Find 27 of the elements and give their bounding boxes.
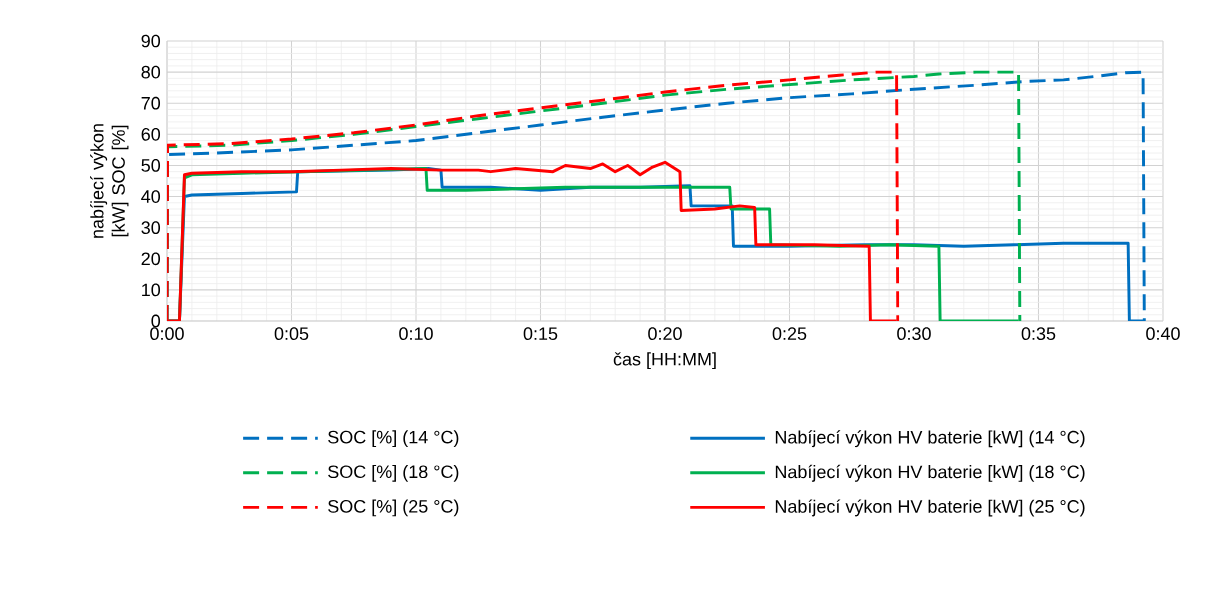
y-tick-label: 90: [141, 34, 161, 48]
y-tick-label: 0: [151, 314, 161, 328]
legend-label: Nabíjecí výkon HV baterie [kW] (25 °C): [775, 499, 1085, 517]
y-tick-label: 50: [141, 159, 161, 172]
x-tick-label: 0:20: [648, 327, 682, 340]
x-axis-title: čas [HH:MM]: [613, 352, 716, 370]
legend-label: SOC [%] (25 °C): [328, 499, 459, 517]
y-axis-title: nabíjecí výkon [kW] SOC [%]: [90, 124, 129, 238]
x-tick-label: 0:35: [1021, 327, 1056, 340]
x-tick-label: 0:25: [772, 327, 807, 340]
x-tick-label: 0:00: [150, 327, 184, 340]
y-tick-label: 80: [141, 65, 161, 79]
legend-label: Nabíjecí výkon HV baterie [kW] (18 °C): [775, 464, 1085, 482]
y-tick-label: 60: [141, 127, 161, 141]
x-tick-label: 0:15: [523, 327, 558, 340]
x-tick-label: 0:05: [274, 327, 309, 340]
legend-label: SOC [%] (18 °C): [328, 464, 459, 482]
y-tick-label: 20: [141, 252, 161, 266]
x-tick-label: 0:10: [399, 327, 433, 340]
y-tick-label: 30: [141, 221, 161, 235]
y-tick-label: 10: [142, 283, 161, 297]
y-tick-label: 70: [141, 96, 161, 110]
x-tick-label: 0:30: [897, 327, 931, 340]
legend-label: Nabíjecí výkon HV baterie [kW] (14 °C): [775, 430, 1085, 448]
x-tick-label: 0:40: [1146, 327, 1180, 340]
legend-label: SOC [%] (14 °C): [328, 430, 459, 448]
y-tick-label: 40: [141, 190, 161, 203]
